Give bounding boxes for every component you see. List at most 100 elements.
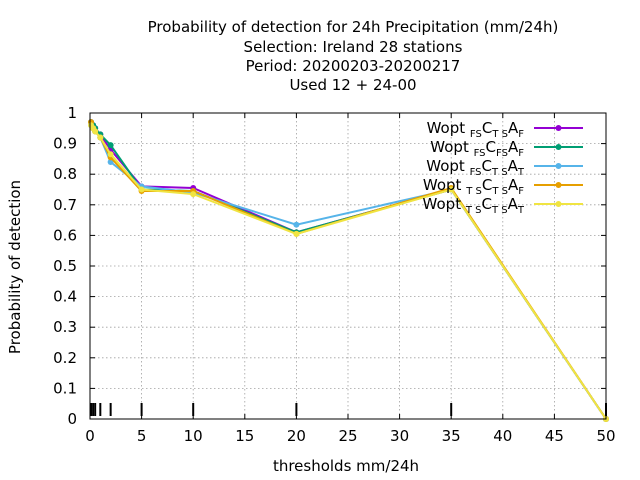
legend-text: A <box>508 138 519 156</box>
legend-item: Wopt FSCT SAF <box>427 119 583 140</box>
series-line <box>90 121 607 420</box>
legend-text: C <box>482 157 492 175</box>
legend-sample-marker <box>555 163 562 169</box>
legend-text: Wopt <box>423 176 466 194</box>
legend-subscript: T S <box>465 186 482 197</box>
x-tick-label: 15 <box>235 427 254 445</box>
subtitle-period: Period: 20200203-20200217 <box>246 57 461 75</box>
y-tick-labels: 0 0.1 0.2 0.3 0.4 0.5 0.6 0.7 0.8 0.9 1 <box>53 104 77 428</box>
y-axis-label: Probability of detection <box>6 180 24 354</box>
data-point <box>293 230 300 237</box>
axis-ticks <box>89 112 607 420</box>
legend-subscript: T S <box>465 205 482 216</box>
legend-text: Wopt <box>427 119 470 137</box>
x-tick-labels: 0 5 10 15 20 25 30 35 40 45 50 <box>85 427 615 445</box>
x-tick-label: 30 <box>390 427 409 445</box>
x-tick-label: 0 <box>85 427 95 445</box>
y-tick-label: 0.3 <box>53 318 77 336</box>
data-point <box>107 151 114 158</box>
data-point <box>107 142 114 149</box>
y-tick-label: 0.4 <box>53 288 77 306</box>
legend-subscript: T S <box>491 205 508 216</box>
x-tick-label: 50 <box>596 427 615 445</box>
legend-subscript: T <box>517 205 525 216</box>
legend-text: C <box>482 176 492 194</box>
series-layer <box>88 119 609 422</box>
legend-text: C <box>486 138 496 156</box>
legend-subscript: FS <box>470 129 482 140</box>
threshold-marks <box>90 403 607 416</box>
chart-title: Probability of detection for 24h Precipi… <box>148 18 559 94</box>
series-2 <box>88 119 609 422</box>
legend-label: Wopt FSCT SAF <box>427 119 525 140</box>
legend-text: A <box>508 119 519 137</box>
title-line: Probability of detection for 24h Precipi… <box>148 18 559 36</box>
grid <box>90 113 606 419</box>
data-point <box>293 221 300 228</box>
legend-subscript: T <box>517 167 525 178</box>
legend-sample-marker <box>555 201 562 207</box>
subtitle-used: Used 12 + 24-00 <box>289 76 416 94</box>
legend-label: Wopt T SCT SAT <box>423 195 525 216</box>
legend-subscript: F <box>518 129 524 140</box>
data-point <box>92 128 99 135</box>
y-tick-label: 0.9 <box>53 135 77 153</box>
x-tick-label: 20 <box>287 427 306 445</box>
series-line <box>90 121 607 420</box>
legend-item: Wopt T SCT SAT <box>423 195 583 216</box>
series-1 <box>88 119 609 422</box>
series-line <box>90 124 607 420</box>
data-point <box>138 186 145 193</box>
legend-text: C <box>482 119 492 137</box>
legend-text: A <box>508 195 519 213</box>
subtitle-selection: Selection: Ireland 28 stations <box>244 38 463 56</box>
x-tick-label: 45 <box>545 427 564 445</box>
legend-text: Wopt <box>426 157 469 175</box>
y-tick-label: 0 <box>67 410 77 428</box>
x-tick-label: 35 <box>442 427 461 445</box>
legend-subscript: FS <box>474 148 486 159</box>
series-5 <box>88 122 609 422</box>
series-4 <box>88 119 609 422</box>
y-tick-label: 0.6 <box>53 226 77 244</box>
legend-item: Wopt T SCT SAF <box>423 176 583 197</box>
x-tick-label: 40 <box>493 427 512 445</box>
x-axis-label: thresholds mm/24h <box>273 457 419 475</box>
series-line <box>90 124 607 420</box>
y-tick-label: 0.2 <box>53 349 77 367</box>
data-point <box>97 134 104 141</box>
legend-text: Wopt <box>430 138 473 156</box>
legend-sample-marker <box>555 125 562 131</box>
data-point <box>190 191 197 198</box>
legend-item: Wopt FSCT SAT <box>426 157 583 178</box>
y-tick-label: 0.5 <box>53 257 77 275</box>
legend-sample-marker <box>555 182 562 188</box>
series-line <box>90 121 607 420</box>
legend-text: A <box>508 176 519 194</box>
legend-subscript: FS <box>496 148 508 159</box>
x-tick-label: 5 <box>137 427 147 445</box>
legend-label: Wopt FSCT SAT <box>426 157 525 178</box>
series-3 <box>88 122 609 422</box>
legend-subscript: F <box>518 148 524 159</box>
legend-subscript: T S <box>491 186 508 197</box>
x-tick-label: 25 <box>338 427 357 445</box>
legend-label: Wopt FSCFSAF <box>430 138 524 159</box>
legend-sample-marker <box>555 144 562 150</box>
legend-text: A <box>508 157 519 175</box>
y-tick-label: 0.8 <box>53 165 77 183</box>
y-tick-label: 0.1 <box>53 379 77 397</box>
y-tick-label: 1 <box>67 104 77 122</box>
x-tick-label: 10 <box>184 427 203 445</box>
legend-item: Wopt FSCFSAF <box>430 138 583 159</box>
legend-subscript: F <box>518 186 524 197</box>
legend-subscript: T S <box>491 167 508 178</box>
legend-subscript: FS <box>470 167 482 178</box>
data-point <box>448 186 455 193</box>
legend-label: Wopt T SCT SAF <box>423 176 524 197</box>
legend-subscript: T S <box>491 129 508 140</box>
y-tick-label: 0.7 <box>53 196 77 214</box>
legend-text: C <box>482 195 492 213</box>
